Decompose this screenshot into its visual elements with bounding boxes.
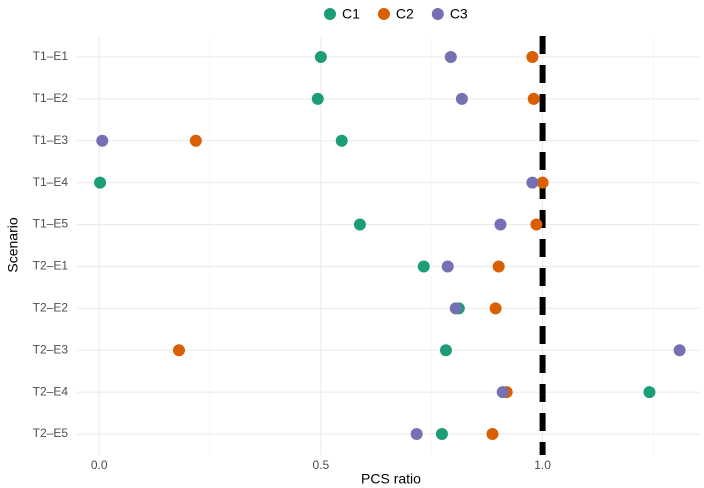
point xyxy=(536,176,549,189)
point xyxy=(530,218,543,231)
point xyxy=(417,260,430,273)
point xyxy=(643,386,656,399)
point xyxy=(526,176,539,189)
y-tick-label: T2–E3 xyxy=(33,342,69,356)
point xyxy=(455,92,468,105)
y-tick-label: T1–E3 xyxy=(33,133,69,147)
y-tick-label: T2–E2 xyxy=(33,301,69,315)
y-tick-label: T2–E5 xyxy=(33,426,69,440)
y-tick-label: T2–E1 xyxy=(33,259,69,273)
point xyxy=(410,428,423,441)
legend-marker xyxy=(377,8,390,20)
y-tick-label: T1–E2 xyxy=(33,91,69,105)
point xyxy=(496,386,509,399)
point xyxy=(486,428,499,441)
point xyxy=(526,50,539,63)
point xyxy=(489,302,502,315)
legend-label: C2 xyxy=(396,6,414,22)
point xyxy=(94,176,107,189)
point xyxy=(335,134,348,147)
point xyxy=(314,50,327,63)
legend-label: C1 xyxy=(342,6,360,22)
point xyxy=(172,344,185,357)
point xyxy=(189,134,202,147)
legend-marker xyxy=(324,8,336,20)
point xyxy=(441,260,454,273)
point xyxy=(527,92,540,105)
x-tick-label: 0.5 xyxy=(313,458,330,472)
point xyxy=(439,344,452,357)
y-tick-label: T2–E4 xyxy=(33,384,69,398)
y-axis-title: Scenario xyxy=(5,217,21,272)
point xyxy=(494,218,507,231)
x-axis-title: PCS ratio xyxy=(361,471,421,487)
point xyxy=(449,302,462,315)
legend-label: C3 xyxy=(450,6,468,22)
point xyxy=(492,260,505,273)
y-tick-label: T1–E1 xyxy=(33,49,69,63)
x-tick-label: 0.0 xyxy=(91,458,108,472)
point xyxy=(673,344,686,357)
legend-marker xyxy=(431,8,444,20)
point xyxy=(311,92,324,105)
point xyxy=(444,50,457,63)
x-tick-label: 1.0 xyxy=(534,458,551,472)
point xyxy=(96,134,109,147)
point xyxy=(353,218,366,231)
point xyxy=(435,428,448,441)
y-tick-label: T1–E4 xyxy=(33,175,69,189)
y-tick-label: T1–E5 xyxy=(33,217,69,231)
